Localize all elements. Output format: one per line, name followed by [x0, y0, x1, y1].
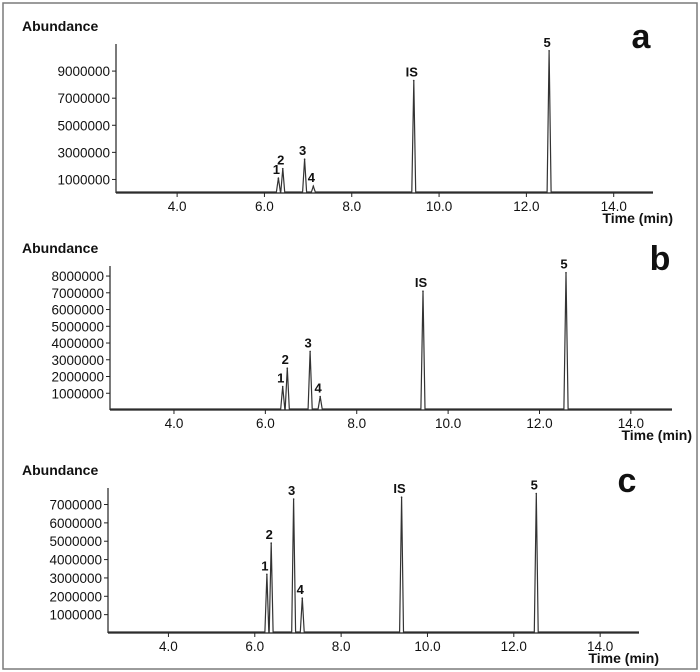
panel-letter: b: [650, 240, 671, 278]
peak-apex-1: [277, 177, 280, 179]
chromatogram-trace: [108, 493, 639, 633]
x-tick-label: 10.0: [435, 416, 461, 431]
x-tick-label: 12.0: [526, 416, 552, 431]
peak-label: 4: [308, 170, 316, 185]
peak-label: 3: [305, 335, 312, 350]
peak-apex-1: [281, 385, 284, 388]
y-tick-label: 7000000: [49, 498, 102, 513]
panel-a: 1000000 3000000 5000000 7000000 9000000 4.0 6.…: [22, 18, 673, 226]
peak-label: 3: [299, 143, 306, 158]
x-tick-label: 8.0: [347, 416, 366, 431]
peak-apex-1: [266, 573, 268, 576]
y-tick-label: 9000000: [57, 64, 110, 79]
x-tick-label: 12.0: [513, 199, 539, 214]
x-tick-label: 12.0: [501, 639, 527, 654]
x-tick-label: 8.0: [332, 639, 351, 654]
peak-label: IS: [393, 481, 406, 496]
y-tick-label: 4000000: [51, 336, 104, 351]
peak-apex-4: [312, 185, 315, 188]
x-axis-label: Time (min): [621, 427, 692, 443]
x-tick-label: 4.0: [159, 639, 178, 654]
peak-apex-5: [548, 49, 550, 52]
peak-label: 5: [560, 257, 567, 272]
y-tick-label: 4000000: [49, 553, 102, 568]
x-tick-label: 14.0: [587, 639, 613, 654]
peak-label: 4: [297, 582, 305, 597]
chromatogram-trace: [110, 272, 672, 410]
x-tick-label: 6.0: [245, 639, 264, 654]
x-tick-label: 6.0: [255, 199, 274, 214]
y-tick-label: 5000000: [51, 319, 104, 334]
y-tick-label: 7000000: [51, 286, 104, 301]
peak-apex-5: [565, 271, 567, 274]
peak-label: 5: [531, 478, 538, 493]
y-tick-label: 1000000: [51, 386, 104, 401]
panel-letter: c: [618, 462, 637, 500]
peak-label: 4: [315, 381, 323, 396]
y-tick-label: 7000000: [57, 91, 110, 106]
peak-apex-2: [270, 542, 272, 544]
y-axis-label: Abundance: [22, 240, 98, 256]
peak-label: 5: [543, 35, 550, 50]
y-axis-label: Abundance: [22, 18, 98, 34]
y-tick-label: 2000000: [51, 370, 104, 385]
x-tick-label: 4.0: [168, 199, 187, 214]
y-tick-label: 3000000: [57, 145, 110, 160]
peak-apex-3: [292, 498, 295, 500]
peak-apex-4: [301, 597, 304, 599]
peak-label: 1: [277, 371, 284, 386]
peak-label: 2: [282, 352, 289, 367]
peak-apex-2: [281, 167, 284, 170]
panel-letter: a: [632, 18, 652, 56]
x-tick-label: 6.0: [256, 416, 275, 431]
y-axis-label: Abundance: [22, 462, 98, 478]
peak-label: 2: [277, 153, 284, 168]
y-tick-label: 6000000: [49, 516, 102, 531]
x-axis-label: Time (min): [602, 210, 673, 226]
y-tick-label: 3000000: [49, 571, 102, 586]
peak-apex-IS: [422, 290, 424, 292]
peak-apex-4: [319, 395, 321, 398]
x-tick-label: 10.0: [426, 199, 452, 214]
y-tick-label: 1000000: [49, 608, 102, 623]
peak-apex-3: [309, 350, 311, 353]
y-tick-label: 5000000: [57, 118, 110, 133]
x-axis-label: Time (min): [588, 650, 659, 666]
y-tick-label: 1000000: [57, 172, 110, 187]
x-tick-label: 4.0: [165, 416, 184, 431]
chromatogram-trace: [116, 50, 653, 193]
peak-label: 1: [273, 162, 280, 177]
peak-apex-5: [535, 492, 538, 495]
peak-label: IS: [415, 275, 428, 290]
x-tick-label: 8.0: [342, 199, 361, 214]
y-tick-label: 3000000: [51, 353, 104, 368]
peak-apex-IS: [400, 496, 403, 498]
panel-c: 1000000 2000000 3000000 4000000 5000000 60000…: [22, 462, 659, 666]
peak-label: 1: [261, 558, 268, 573]
y-tick-label: 6000000: [51, 303, 104, 318]
peak-label: IS: [406, 65, 419, 80]
x-tick-label: 14.0: [601, 199, 627, 214]
peak-apex-3: [303, 158, 306, 160]
x-tick-label: 10.0: [414, 639, 440, 654]
peak-label: 3: [288, 483, 295, 498]
peak-apex-2: [286, 367, 289, 369]
x-tick-label: 14.0: [618, 416, 644, 431]
y-tick-label: 5000000: [49, 534, 102, 549]
y-tick-label: 2000000: [49, 589, 102, 604]
peak-apex-IS: [412, 79, 415, 82]
peak-label: 2: [266, 527, 273, 542]
y-tick-label: 8000000: [51, 269, 104, 284]
